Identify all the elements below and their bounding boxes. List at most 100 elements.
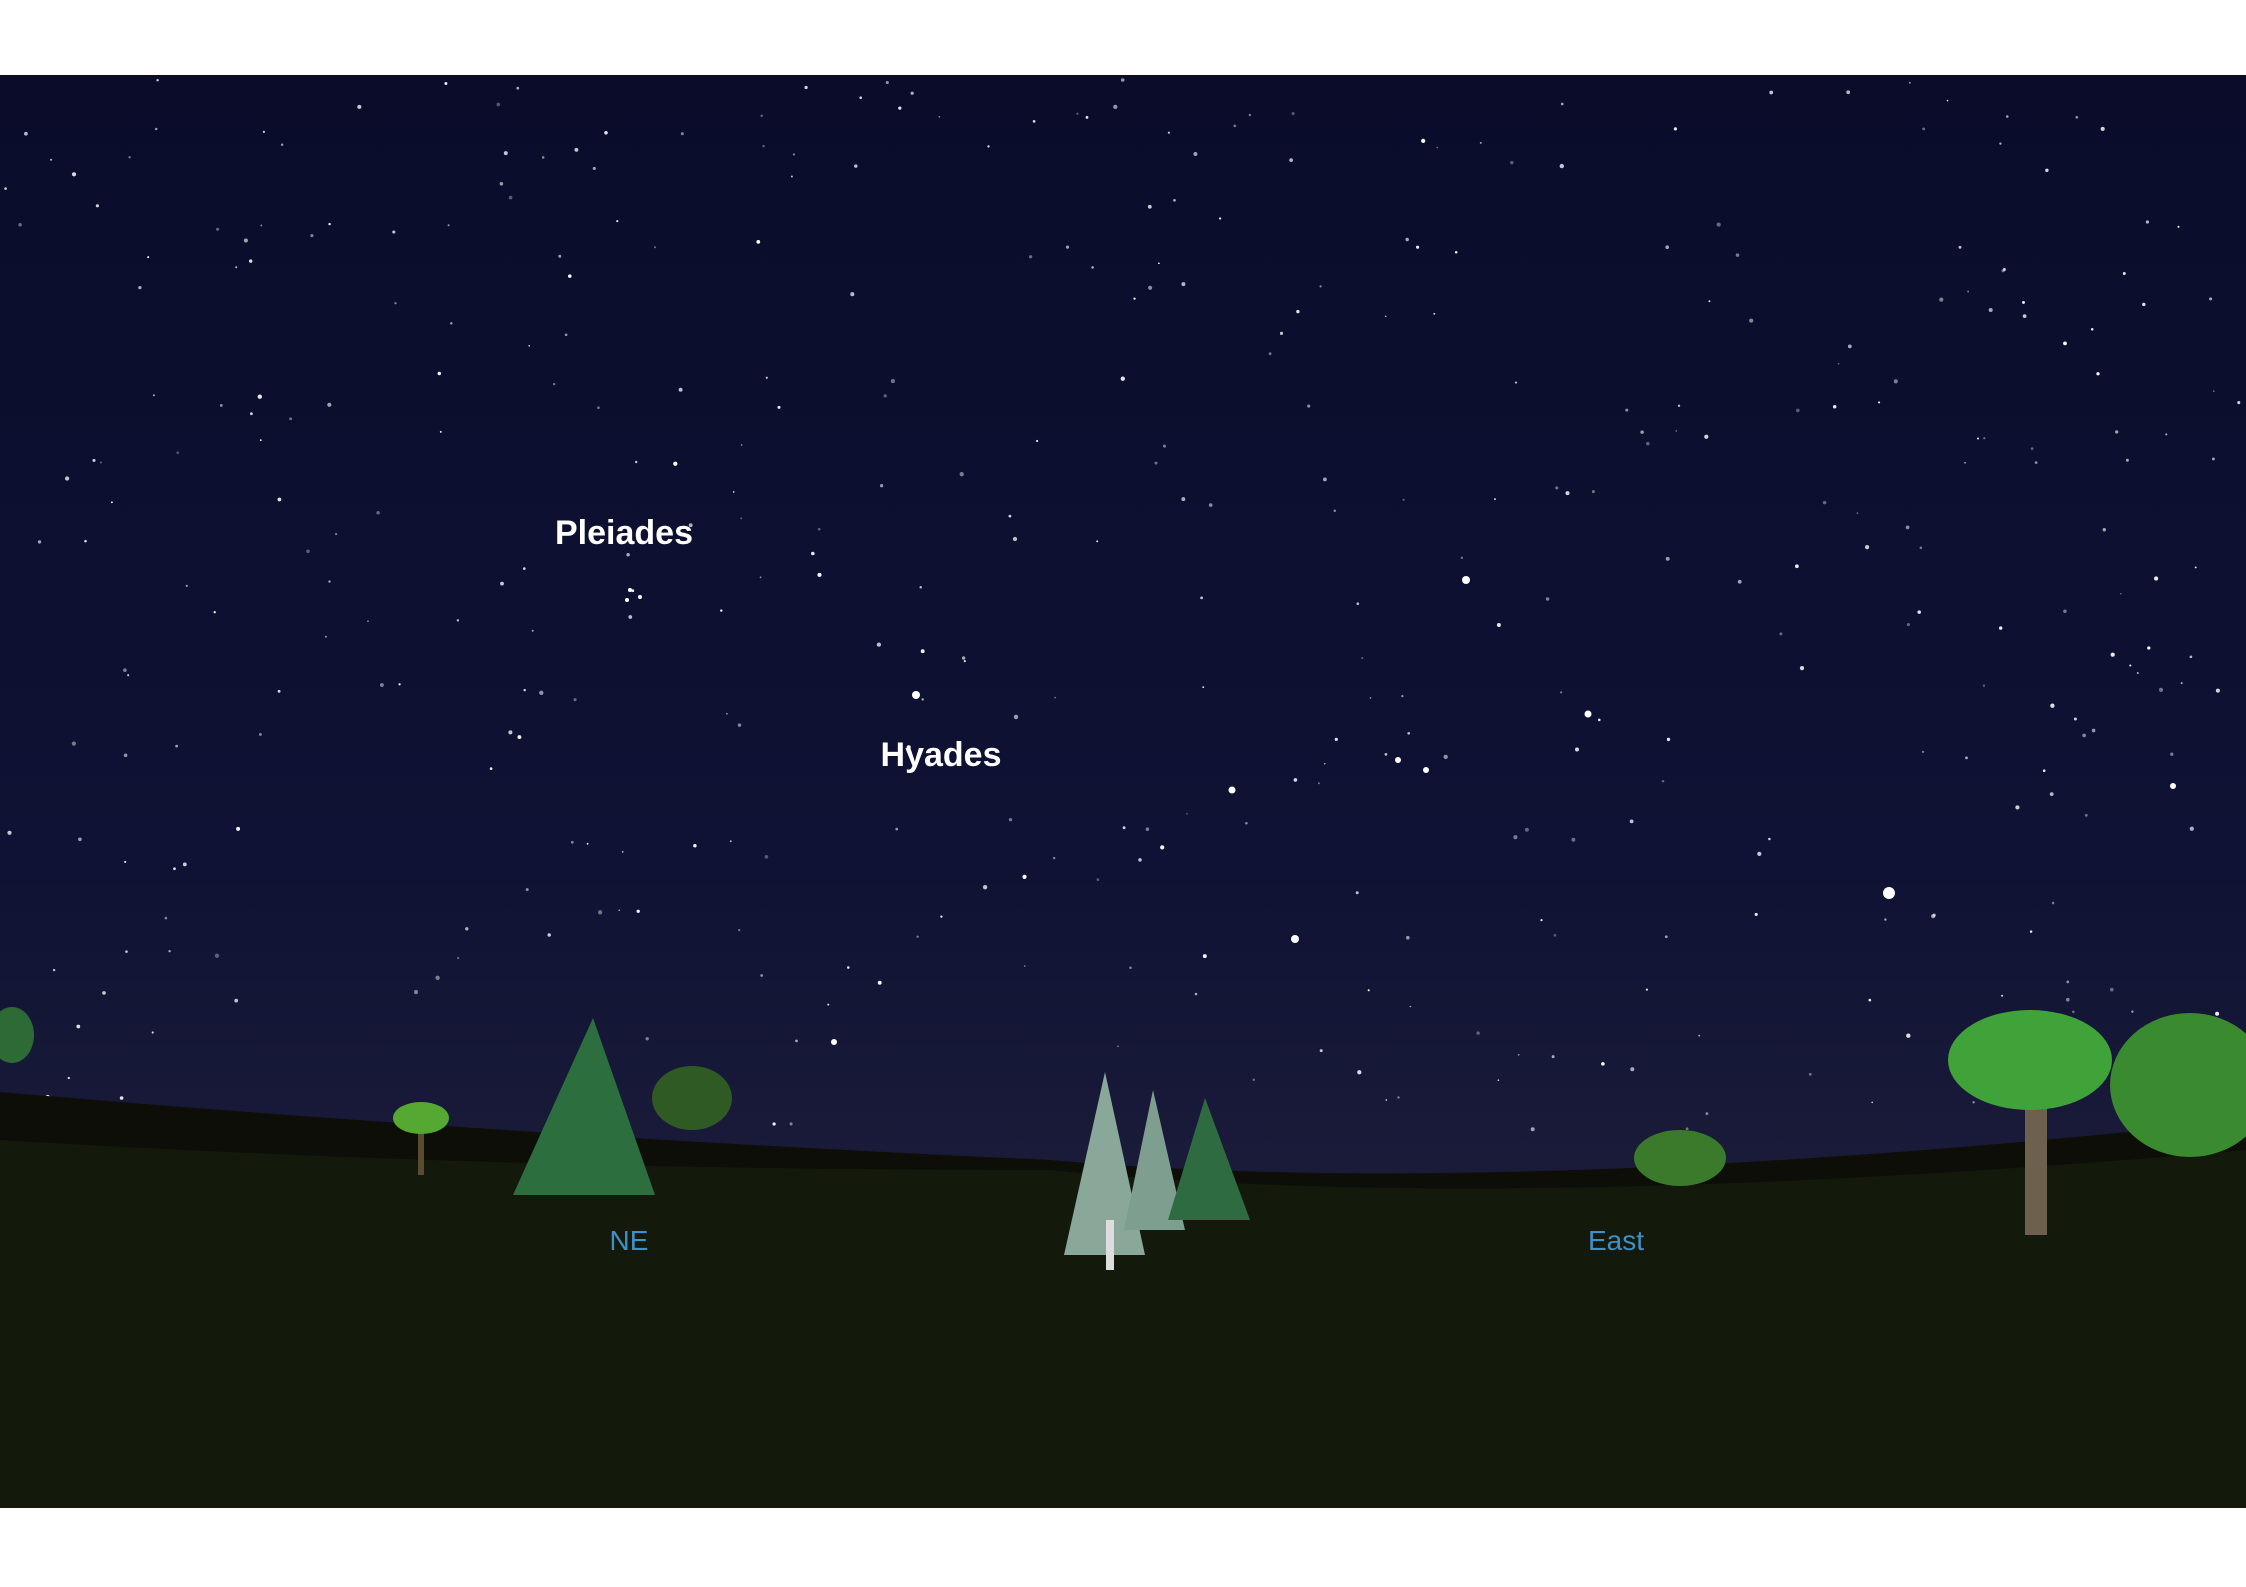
star <box>1983 685 1985 687</box>
star <box>1022 875 1026 879</box>
trunk <box>2025 1105 2047 1235</box>
star <box>1307 405 1310 408</box>
star <box>2213 390 2215 392</box>
star <box>392 230 395 233</box>
star <box>1795 564 1799 568</box>
star <box>2023 314 2027 318</box>
star <box>2045 169 2048 172</box>
star <box>1999 626 2002 629</box>
star <box>964 660 966 662</box>
star <box>1385 753 1388 756</box>
star <box>1186 813 1188 815</box>
star <box>1965 757 1968 760</box>
star <box>1209 503 1213 507</box>
star <box>1294 778 1298 782</box>
star <box>738 723 742 727</box>
star <box>733 491 735 493</box>
star <box>1646 442 1650 446</box>
star <box>444 82 447 85</box>
star <box>628 615 632 619</box>
star <box>1407 732 1410 735</box>
star <box>1163 445 1166 448</box>
star <box>124 861 126 863</box>
star <box>777 406 780 409</box>
star <box>1878 401 1880 403</box>
star <box>850 292 854 296</box>
star <box>898 106 901 109</box>
star <box>654 246 656 248</box>
star <box>376 511 380 515</box>
star <box>220 404 223 407</box>
star <box>962 656 965 659</box>
star <box>523 689 525 691</box>
star <box>2031 447 2034 450</box>
star <box>2030 930 2033 933</box>
star <box>1531 1127 1535 1131</box>
star <box>2190 827 2194 831</box>
star <box>1736 253 1740 257</box>
star <box>1146 827 1150 831</box>
star <box>1356 602 1359 605</box>
star <box>2237 401 2240 404</box>
star <box>1518 1054 1520 1056</box>
star <box>1117 1045 1119 1047</box>
star <box>635 461 637 463</box>
star <box>681 132 684 135</box>
star <box>1848 345 1852 349</box>
star <box>96 204 99 207</box>
star <box>1421 139 1425 143</box>
star <box>155 128 158 131</box>
star <box>1123 826 1126 829</box>
star <box>1675 430 1677 432</box>
star <box>260 224 262 226</box>
star <box>2075 116 2078 119</box>
star <box>2096 372 2099 375</box>
star <box>1091 266 1094 269</box>
star <box>2165 433 2167 435</box>
star <box>1324 763 1326 765</box>
star <box>1738 580 1742 584</box>
star <box>1972 1101 1974 1103</box>
star <box>1665 245 1669 249</box>
star <box>1686 1127 1689 1130</box>
star <box>598 910 602 914</box>
star <box>1249 114 1252 117</box>
star <box>168 950 170 952</box>
star <box>773 1122 776 1125</box>
star <box>597 406 600 409</box>
star <box>921 649 925 653</box>
star <box>281 143 283 145</box>
star <box>1444 755 1448 759</box>
star <box>1983 437 1985 439</box>
tree-crown <box>652 1066 732 1130</box>
star <box>616 220 618 222</box>
star <box>1571 838 1575 842</box>
star <box>1846 90 1850 94</box>
star <box>760 576 762 578</box>
star <box>1917 610 1921 614</box>
star <box>1883 887 1895 899</box>
star <box>1385 1099 1387 1101</box>
star <box>762 145 764 147</box>
star <box>1202 686 1204 688</box>
star <box>1096 540 1098 542</box>
star <box>124 754 128 758</box>
star <box>679 388 683 392</box>
star <box>1630 1067 1634 1071</box>
star <box>790 1122 793 1125</box>
star <box>730 840 732 842</box>
star <box>1066 246 1069 249</box>
star <box>884 394 887 397</box>
star <box>1494 498 1496 500</box>
star <box>1253 1079 1255 1081</box>
star <box>854 164 857 167</box>
star <box>236 827 240 831</box>
star <box>539 691 543 695</box>
star <box>2147 646 2150 649</box>
star <box>152 1031 154 1033</box>
star <box>1480 142 1482 144</box>
star <box>1356 891 1359 894</box>
star <box>2050 704 2054 708</box>
star <box>327 403 331 407</box>
star <box>1455 251 1458 254</box>
